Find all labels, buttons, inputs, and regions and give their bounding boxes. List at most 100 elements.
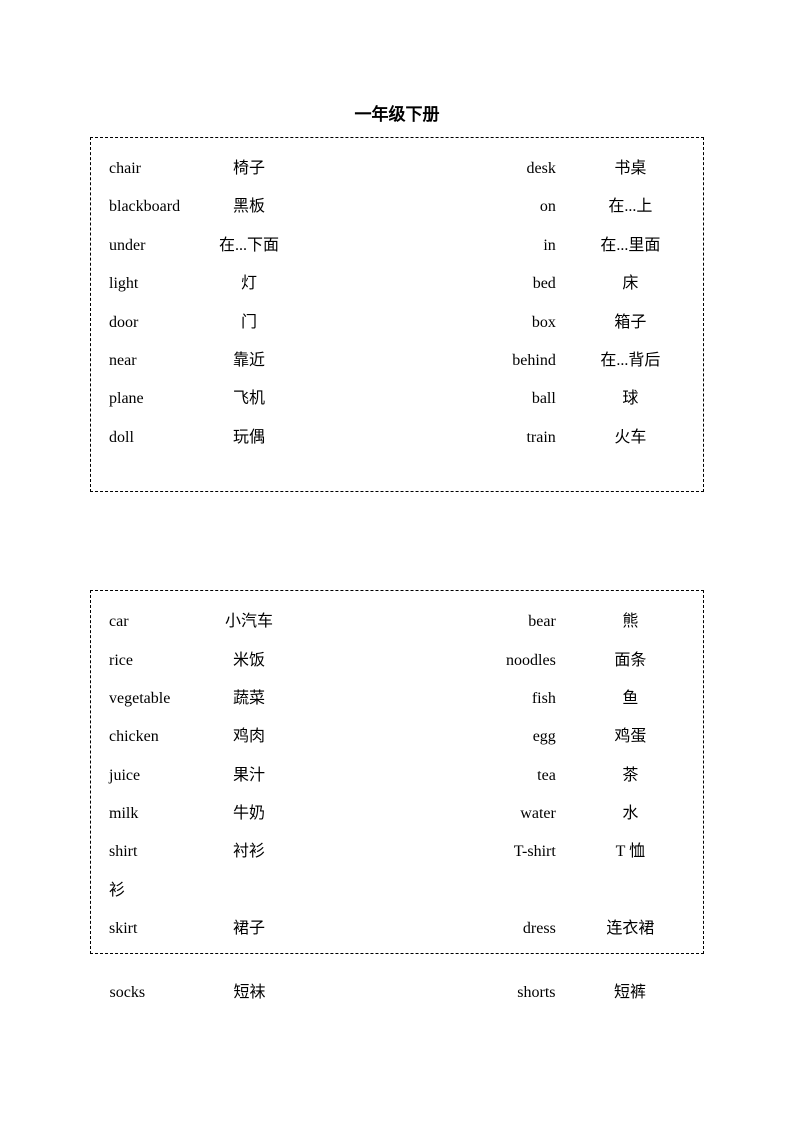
english-word: under <box>109 227 204 265</box>
vocab-pair-right: on在...上 <box>397 188 685 226</box>
english-word: on <box>397 188 576 226</box>
chinese-word: 裙子 <box>204 910 294 948</box>
english-word: noodles <box>397 642 576 680</box>
vocab-box-1: chair椅子desk书桌blackboard黑板on在...上under在..… <box>90 137 704 492</box>
vocab-pair-left: blackboard黑板 <box>109 188 397 226</box>
english-word: juice <box>109 757 204 795</box>
chinese-word: 床 <box>576 265 685 303</box>
chinese-word: 在...里面 <box>576 227 685 265</box>
vocab-row: rice米饭noodles面条 <box>109 642 685 680</box>
english-word: water <box>397 795 576 833</box>
english-word: shirt <box>109 833 204 871</box>
chinese-word: 茶 <box>576 757 685 795</box>
vocab-pair-left: shirt衬衫 <box>109 833 397 871</box>
chinese-word: 衬衫 <box>204 833 294 871</box>
chinese-word: 火车 <box>576 419 685 457</box>
vocab-row: shirt衬衫T-shirtT 恤 <box>109 833 685 871</box>
vocab-pair-right: shorts 短裤 <box>397 974 685 1012</box>
vocab-pair-left: juice果汁 <box>109 757 397 795</box>
vocab-pair-left: doll玩偶 <box>109 419 397 457</box>
vocab-row: light灯bed床 <box>109 265 685 303</box>
english-word: desk <box>397 150 576 188</box>
english-word: plane <box>109 380 204 418</box>
chinese-word: 鸡肉 <box>204 718 294 756</box>
vocab-pair-left: rice米饭 <box>109 642 397 680</box>
vocab-pair-right: bear熊 <box>397 603 685 641</box>
vocab-row: milk牛奶water水 <box>109 795 685 833</box>
vocab-pair-right: dress连衣裙 <box>397 910 685 948</box>
vocab-pair-left: chicken鸡肉 <box>109 718 397 756</box>
chinese-word: 连衣裙 <box>576 910 685 948</box>
vocab-pair-left: light灯 <box>109 265 397 303</box>
vocab-pair-left: car小汽车 <box>109 603 397 641</box>
chinese-word: 蔬菜 <box>204 680 294 718</box>
english-word: 衫 <box>109 872 204 910</box>
chinese-word: 靠近 <box>204 342 294 380</box>
english-word: skirt <box>109 910 204 948</box>
vocab-row: blackboard黑板on在...上 <box>109 188 685 226</box>
english-word: bear <box>397 603 576 641</box>
chinese-word: 书桌 <box>576 150 685 188</box>
chinese-word: 灯 <box>204 265 294 303</box>
chinese-word: 在...背后 <box>576 342 685 380</box>
english-word: chair <box>109 150 204 188</box>
chinese-word: 玩偶 <box>204 419 294 457</box>
english-word: box <box>397 304 576 342</box>
vocab-pair-right: behind在...背后 <box>397 342 685 380</box>
chinese-word: 水 <box>576 795 685 833</box>
english-word: doll <box>109 419 204 457</box>
vocab-row: chair椅子desk书桌 <box>109 150 685 188</box>
vocab-pair-right: ball球 <box>397 380 685 418</box>
vocab-pair-right: fish鱼 <box>397 680 685 718</box>
vocab-pair-right: T-shirtT 恤 <box>397 833 685 871</box>
chinese-word: 箱子 <box>576 304 685 342</box>
vocab-row: under在...下面 in在...里面 <box>109 227 685 265</box>
vocab-row: door门box箱子 <box>109 304 685 342</box>
page: 一年级下册 chair椅子desk书桌blackboard黑板on在...上un… <box>0 0 794 1012</box>
chinese-word: 门 <box>204 304 294 342</box>
page-title: 一年级下册 <box>90 100 704 125</box>
english-word: bed <box>397 265 576 303</box>
vocab-row: skirt裙子dress连衣裙 <box>109 910 685 948</box>
chinese-word: 果汁 <box>204 757 294 795</box>
vocab-pair-left: chair椅子 <box>109 150 397 188</box>
english-word: door <box>109 304 204 342</box>
vocab-row: plane飞机ball球 <box>109 380 685 418</box>
vocab-pair-left: skirt裙子 <box>109 910 397 948</box>
english-word: milk <box>109 795 204 833</box>
vocab-pair-right: train火车 <box>397 419 685 457</box>
vocab-pair-right: water水 <box>397 795 685 833</box>
vocab-box-2: car小汽车bear熊rice米饭noodles面条vegetable蔬菜fis… <box>90 590 704 954</box>
vocab-pair-right: box箱子 <box>397 304 685 342</box>
vocab-row: juice果汁tea茶 <box>109 757 685 795</box>
vocab-pair-left: plane飞机 <box>109 380 397 418</box>
english-word: fish <box>397 680 576 718</box>
chinese-word: 鱼 <box>576 680 685 718</box>
english-word: tea <box>397 757 576 795</box>
vocab-pair-right: in在...里面 <box>397 227 685 265</box>
vocab-pair-left: milk牛奶 <box>109 795 397 833</box>
chinese-word: 牛奶 <box>204 795 294 833</box>
vocab-pair-right: egg鸡蛋 <box>397 718 685 756</box>
english-word: socks <box>110 974 205 1012</box>
vocab-pair-right: bed床 <box>397 265 685 303</box>
vocab-pair-right: noodles面条 <box>397 642 685 680</box>
vocab-row: doll玩偶train火车 <box>109 419 685 457</box>
chinese-word: 黑板 <box>204 188 294 226</box>
chinese-word: 短裤 <box>576 974 685 1012</box>
vocab-row: 衫 <box>109 872 685 910</box>
chinese-word: 椅子 <box>204 150 294 188</box>
vocab-row: near靠近behind在...背后 <box>109 342 685 380</box>
english-word: train <box>397 419 576 457</box>
chinese-word: 短袜 <box>205 974 295 1012</box>
chinese-word: T 恤 <box>576 833 685 871</box>
chinese-word: 米饭 <box>204 642 294 680</box>
vocab-row: chicken鸡肉egg鸡蛋 <box>109 718 685 756</box>
chinese-word: 在...下面 <box>204 227 294 265</box>
vocab-pair-left: door门 <box>109 304 397 342</box>
chinese-word: 鸡蛋 <box>576 718 685 756</box>
english-word: rice <box>109 642 204 680</box>
vocab-row: car小汽车bear熊 <box>109 603 685 641</box>
chinese-word: 球 <box>576 380 685 418</box>
chinese-word <box>204 872 294 910</box>
